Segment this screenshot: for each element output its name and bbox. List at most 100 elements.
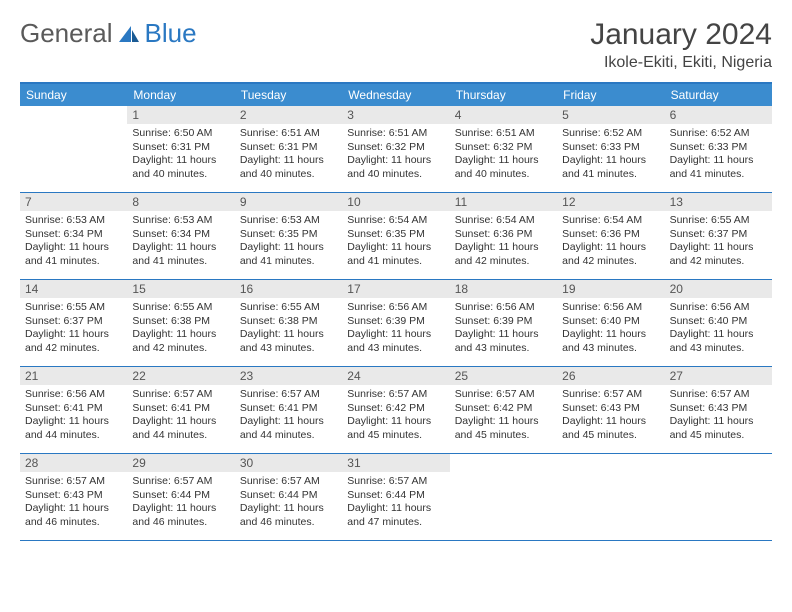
sunset: Sunset: 6:39 PM — [347, 315, 444, 329]
sunset: Sunset: 6:35 PM — [240, 228, 337, 242]
day-cell: 11Sunrise: 6:54 AMSunset: 6:36 PMDayligh… — [450, 193, 557, 279]
sunrise: Sunrise: 6:55 AM — [132, 301, 229, 315]
week-row: 1Sunrise: 6:50 AMSunset: 6:31 PMDaylight… — [20, 106, 772, 193]
daylight: Daylight: 11 hours and 41 minutes. — [562, 154, 659, 181]
sunset: Sunset: 6:42 PM — [347, 402, 444, 416]
day-details: Sunrise: 6:51 AMSunset: 6:32 PMDaylight:… — [450, 124, 557, 188]
daylight: Daylight: 11 hours and 44 minutes. — [25, 415, 122, 442]
sunset: Sunset: 6:40 PM — [670, 315, 767, 329]
day-cell: 30Sunrise: 6:57 AMSunset: 6:44 PMDayligh… — [235, 454, 342, 540]
day-number: 4 — [450, 106, 557, 124]
day-number — [20, 106, 127, 124]
daylight: Daylight: 11 hours and 44 minutes. — [240, 415, 337, 442]
sunset: Sunset: 6:43 PM — [670, 402, 767, 416]
day-details: Sunrise: 6:56 AMSunset: 6:40 PMDaylight:… — [665, 298, 772, 362]
daylight: Daylight: 11 hours and 41 minutes. — [347, 241, 444, 268]
sunset: Sunset: 6:39 PM — [455, 315, 552, 329]
day-number: 24 — [342, 367, 449, 385]
logo-text-1: General — [20, 18, 113, 49]
sunset: Sunset: 6:33 PM — [562, 141, 659, 155]
day-cell: 21 Sunrise: 6:56 AMSunset: 6:41 PMDayligh… — [20, 367, 127, 453]
logo-text-2: Blue — [145, 18, 197, 49]
sunrise: Sunrise: 6:57 AM — [25, 475, 122, 489]
day-number — [665, 454, 772, 472]
day-number: 21 — [20, 367, 127, 385]
day-cell — [450, 454, 557, 540]
sunrise: Sunrise: 6:50 AM — [132, 127, 229, 141]
dow-tue: Tuesday — [235, 84, 342, 106]
sunset: Sunset: 6:37 PM — [670, 228, 767, 242]
sunrise: Sunrise: 6:55 AM — [25, 301, 122, 315]
sunset: Sunset: 6:43 PM — [562, 402, 659, 416]
daylight: Daylight: 11 hours and 43 minutes. — [670, 328, 767, 355]
day-number: 8 — [127, 193, 234, 211]
day-details: Sunrise: 6:52 AMSunset: 6:33 PMDaylight:… — [665, 124, 772, 188]
day-cell: 15Sunrise: 6:55 AMSunset: 6:38 PMDayligh… — [127, 280, 234, 366]
day-number: 16 — [235, 280, 342, 298]
daylight: Daylight: 11 hours and 45 minutes. — [670, 415, 767, 442]
sunset: Sunset: 6:41 PM — [240, 402, 337, 416]
day-number: 31 — [342, 454, 449, 472]
day-cell: 2Sunrise: 6:51 AMSunset: 6:31 PMDaylight… — [235, 106, 342, 192]
sunrise: Sunrise: 6:57 AM — [562, 388, 659, 402]
daylight: Daylight: 11 hours and 40 minutes. — [347, 154, 444, 181]
daylight: Daylight: 11 hours and 41 minutes. — [25, 241, 122, 268]
week-row: 14Sunrise: 6:55 AMSunset: 6:37 PMDayligh… — [20, 280, 772, 367]
sunrise: Sunrise: 6:54 AM — [455, 214, 552, 228]
day-cell — [20, 106, 127, 192]
day-details: Sunrise: 6:57 AMSunset: 6:44 PMDaylight:… — [342, 472, 449, 536]
day-number: 15 — [127, 280, 234, 298]
sunset: Sunset: 6:31 PM — [240, 141, 337, 155]
day-number: 10 — [342, 193, 449, 211]
daylight: Daylight: 11 hours and 43 minutes. — [347, 328, 444, 355]
day-cell: 20Sunrise: 6:56 AMSunset: 6:40 PMDayligh… — [665, 280, 772, 366]
week-row: 7Sunrise: 6:53 AMSunset: 6:34 PMDaylight… — [20, 193, 772, 280]
day-cell — [665, 454, 772, 540]
day-details: Sunrise: 6:55 AMSunset: 6:37 PMDaylight:… — [665, 211, 772, 275]
day-cell: 26Sunrise: 6:57 AMSunset: 6:43 PMDayligh… — [557, 367, 664, 453]
sunrise: Sunrise: 6:51 AM — [347, 127, 444, 141]
sunrise: Sunrise: 6:54 AM — [562, 214, 659, 228]
day-details: Sunrise: 6:52 AMSunset: 6:33 PMDaylight:… — [557, 124, 664, 188]
day-cell: 22Sunrise: 6:57 AMSunset: 6:41 PMDayligh… — [127, 367, 234, 453]
day-number — [557, 454, 664, 472]
sunrise: Sunrise: 6:56 AM — [25, 388, 122, 402]
daylight: Daylight: 11 hours and 40 minutes. — [240, 154, 337, 181]
sunrise: Sunrise: 6:56 AM — [562, 301, 659, 315]
dow-fri: Friday — [557, 84, 664, 106]
day-details: Sunrise: 6:54 AMSunset: 6:36 PMDaylight:… — [557, 211, 664, 275]
day-cell: 7Sunrise: 6:53 AMSunset: 6:34 PMDaylight… — [20, 193, 127, 279]
sunrise: Sunrise: 6:57 AM — [347, 388, 444, 402]
sunset: Sunset: 6:37 PM — [25, 315, 122, 329]
day-number: 28 — [20, 454, 127, 472]
sunset: Sunset: 6:38 PM — [240, 315, 337, 329]
dow-mon: Monday — [127, 84, 234, 106]
day-number: 19 — [557, 280, 664, 298]
dow-row: Sunday Monday Tuesday Wednesday Thursday… — [20, 84, 772, 106]
day-number: 22 — [127, 367, 234, 385]
day-details: Sunrise: 6:50 AMSunset: 6:31 PMDaylight:… — [127, 124, 234, 188]
day-cell: 17Sunrise: 6:56 AMSunset: 6:39 PMDayligh… — [342, 280, 449, 366]
sunrise: Sunrise: 6:51 AM — [455, 127, 552, 141]
sunset: Sunset: 6:41 PM — [25, 402, 122, 416]
day-cell: 1Sunrise: 6:50 AMSunset: 6:31 PMDaylight… — [127, 106, 234, 192]
daylight: Daylight: 11 hours and 42 minutes. — [132, 328, 229, 355]
sunset: Sunset: 6:43 PM — [25, 489, 122, 503]
day-details: Sunrise: 6:55 AMSunset: 6:38 PMDaylight:… — [127, 298, 234, 362]
day-cell: 31Sunrise: 6:57 AMSunset: 6:44 PMDayligh… — [342, 454, 449, 540]
day-cell: 5Sunrise: 6:52 AMSunset: 6:33 PMDaylight… — [557, 106, 664, 192]
dow-wed: Wednesday — [342, 84, 449, 106]
day-cell: 12Sunrise: 6:54 AMSunset: 6:36 PMDayligh… — [557, 193, 664, 279]
day-cell: 19Sunrise: 6:56 AMSunset: 6:40 PMDayligh… — [557, 280, 664, 366]
day-details: Sunrise: 6:57 AMSunset: 6:43 PMDaylight:… — [557, 385, 664, 449]
sunset: Sunset: 6:35 PM — [347, 228, 444, 242]
day-details: Sunrise: 6:53 AMSunset: 6:34 PMDaylight:… — [20, 211, 127, 275]
logo: General Blue — [20, 18, 197, 49]
day-details: Sunrise: 6:54 AMSunset: 6:36 PMDaylight:… — [450, 211, 557, 275]
sunrise: Sunrise: 6:53 AM — [25, 214, 122, 228]
day-cell: 13Sunrise: 6:55 AMSunset: 6:37 PMDayligh… — [665, 193, 772, 279]
day-cell: 6Sunrise: 6:52 AMSunset: 6:33 PMDaylight… — [665, 106, 772, 192]
day-number: 26 — [557, 367, 664, 385]
sunset: Sunset: 6:44 PM — [347, 489, 444, 503]
location: Ikole-Ekiti, Ekiti, Nigeria — [590, 54, 772, 72]
